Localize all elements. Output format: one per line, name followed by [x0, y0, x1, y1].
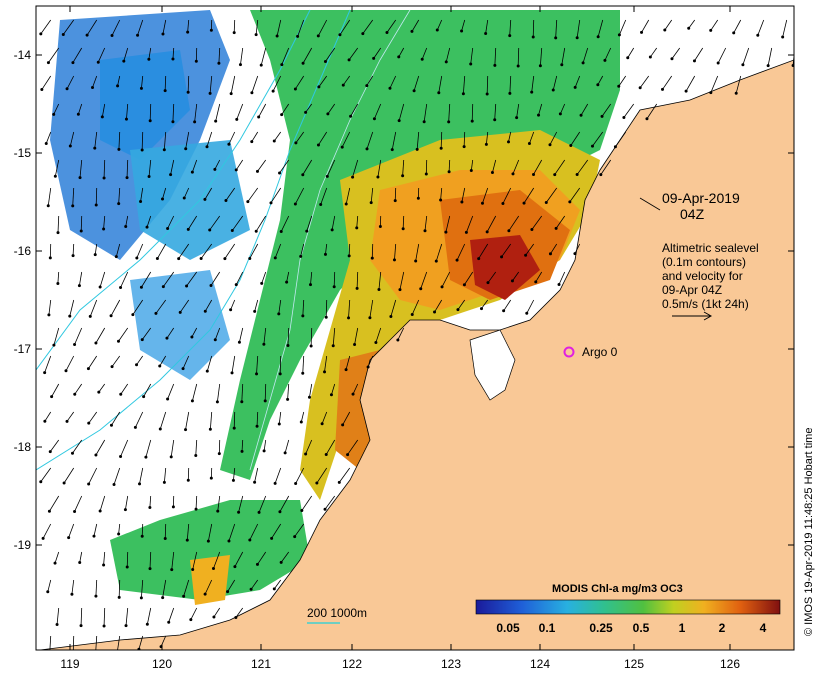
- chlorophyll-field: [50, 10, 620, 605]
- isobath-legend-label: 200 1000m: [307, 606, 367, 620]
- date-pointer: [639, 197, 661, 211]
- colorbar-labels: 0.05 0.1 0.25 0.5 1 2 4: [496, 621, 766, 635]
- y-tick-label: -16: [14, 244, 32, 258]
- y-tick-label: -17: [14, 342, 32, 356]
- legend-line-5: 0.5m/s (1kt 24h): [662, 297, 749, 311]
- coastline: [39, 59, 794, 650]
- colorbar: [475, 599, 781, 615]
- x-tick-label: 126: [720, 657, 740, 671]
- legend-line-1: Altimetric sealevel: [662, 241, 759, 255]
- time-label: 04Z: [680, 206, 705, 222]
- y-tick-label: -14: [14, 48, 32, 62]
- y-tick-label: -19: [14, 538, 32, 552]
- y-axis: -14 -15 -16 -17 -18 -19: [14, 48, 794, 552]
- y-tick-label: -18: [14, 440, 32, 454]
- colorbar-label: 0.25: [589, 621, 613, 635]
- isobath-contour: [36, 9, 351, 471]
- x-tick-label: 124: [530, 657, 550, 671]
- date-label: 09-Apr-2019: [662, 190, 740, 206]
- argo-marker: [563, 346, 575, 358]
- x-tick-label: 122: [342, 657, 362, 671]
- legend-line-2: (0.1m contours): [662, 255, 746, 269]
- x-tick-label: 123: [441, 657, 461, 671]
- x-tick-label: 121: [251, 657, 271, 671]
- colorbar-label: 0.5: [633, 621, 650, 635]
- colorbar-label: 0.1: [539, 621, 556, 635]
- colorbar-label: 2: [719, 621, 726, 635]
- land-mass: [40, 60, 794, 650]
- y-tick-label: -15: [14, 146, 32, 160]
- x-axis: 119 120 121 122 123 124 125 126: [60, 6, 740, 671]
- legend-line-4: 09-Apr 04Z: [662, 283, 722, 297]
- x-tick-label: 125: [624, 657, 644, 671]
- legend-line-3: and velocity for: [662, 269, 743, 283]
- velocity-vectors: [39, 19, 794, 650]
- colorbar-label: 4: [760, 621, 767, 635]
- isobath-contour: [249, 9, 411, 471]
- scale-arrow: [672, 311, 713, 321]
- colorbar-title: MODIS Chl-a mg/m3 OC3: [552, 583, 683, 595]
- credit-text: © IMOS 19-Apr-2019 11:48:25 Hobart time: [803, 428, 815, 636]
- plot-frame: [35, 5, 795, 651]
- x-tick-label: 119: [60, 657, 79, 671]
- argo-label: Argo 0: [582, 345, 618, 359]
- isobath-contour: [36, 9, 311, 371]
- x-tick-label: 120: [152, 657, 172, 671]
- colorbar-label: 1: [679, 621, 686, 635]
- colorbar-label: 0.05: [496, 621, 520, 635]
